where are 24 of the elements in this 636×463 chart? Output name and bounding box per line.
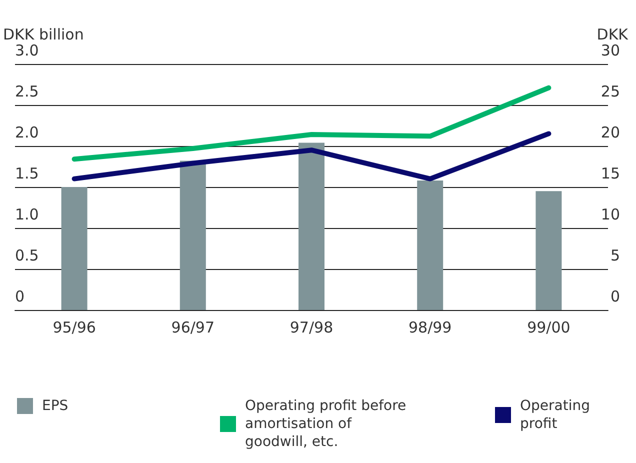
- y-tick-label: 3.0: [15, 42, 39, 60]
- y2-tick-label: 0: [610, 288, 620, 306]
- y2-tick-label: 20: [600, 124, 620, 142]
- legend-label: Operating profit: [520, 398, 594, 432]
- y-axis-title: DKK billion: [3, 26, 84, 44]
- y2-tick-label: 30: [600, 42, 620, 60]
- x-tick-label: 96/97: [171, 318, 215, 336]
- y-tick-label: 1.5: [15, 164, 39, 182]
- y-tick-label: 0.5: [15, 246, 39, 264]
- y2-tick-label: 10: [600, 206, 620, 224]
- x-tick-label: 95/96: [52, 318, 96, 336]
- y-tick-label: 2.0: [15, 124, 39, 142]
- x-tick-label: 99/00: [527, 318, 570, 336]
- y-tick-label: 0: [15, 288, 25, 306]
- y2-axis-title: DKK: [596, 26, 630, 44]
- x-tick-label: 97/98: [290, 318, 334, 336]
- legend-label: Operating profit before amortisation of goodwill, etc.: [245, 398, 411, 450]
- y2-tick-label: 15: [600, 164, 620, 182]
- y2-tick-label: 5: [610, 246, 620, 264]
- x-tick-label: 98/99: [408, 318, 452, 336]
- legend-label: EPS: [42, 398, 68, 414]
- y-tick-label: 1.0: [15, 206, 39, 224]
- y2-tick-label: 25: [600, 82, 620, 100]
- y-tick-label: 2.5: [15, 82, 39, 100]
